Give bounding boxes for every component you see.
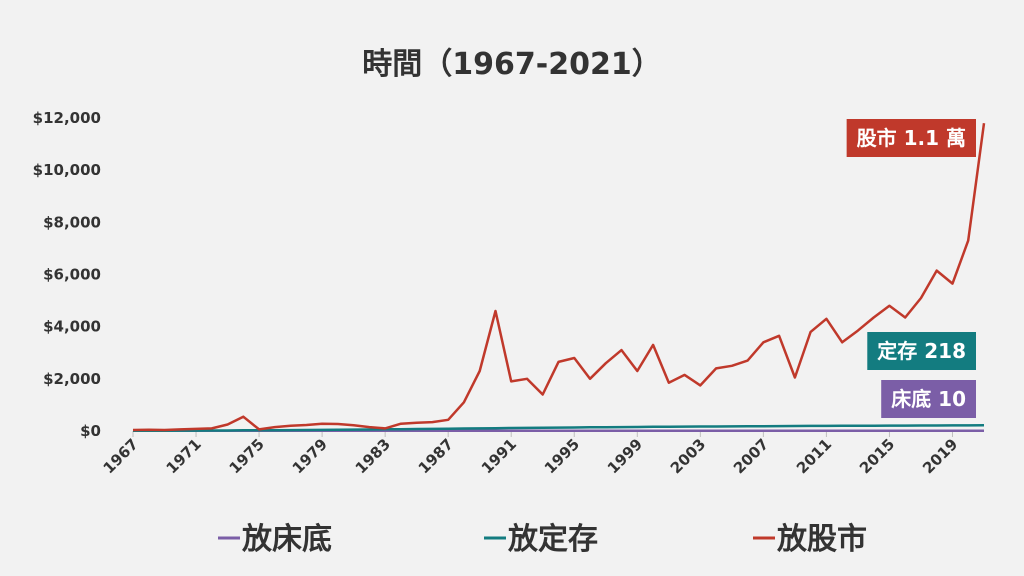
x-tick-label: 2015 (856, 435, 898, 477)
x-tick-label: 1979 (289, 435, 331, 477)
x-tick-label: 2007 (730, 435, 772, 477)
series-lines (132, 123, 986, 432)
callout-box (867, 332, 976, 370)
series-callout: 定存 218 (867, 332, 976, 370)
x-tick-label: 2003 (667, 435, 709, 477)
y-tick-label: $6,000 (43, 266, 101, 284)
x-tick-label: 2011 (793, 435, 835, 477)
x-tick-label: 2019 (919, 435, 961, 477)
y-tick-label: $12,000 (33, 109, 101, 127)
x-tick-label: 1983 (352, 435, 394, 477)
series-callout: 股市 1.1 萬 (846, 119, 976, 157)
series-callout: 床底 10 (881, 380, 976, 418)
y-tick-label: $0 (80, 422, 101, 440)
x-tick-label: 1967 (100, 435, 142, 477)
x-tick-label: 1975 (226, 435, 268, 477)
legend-label: 放股市 (776, 522, 867, 557)
x-tick-label: 1971 (163, 435, 205, 477)
x-tick-label: 1991 (478, 435, 520, 477)
x-tick-label: 1999 (604, 435, 646, 477)
x-tick-label: 1995 (541, 435, 583, 477)
y-tick-label: $2,000 (43, 370, 101, 388)
legend-item: 放定存 (484, 522, 598, 557)
callout-label: 股市 1.1 萬 (857, 126, 966, 150)
series-line (132, 123, 986, 432)
legend-item: 放床底 (218, 522, 332, 557)
callouts: 股市 1.1 萬定存 218 床底 10 (846, 119, 976, 418)
legend-label: 放定存 (507, 522, 598, 557)
x-axis: 1967 1971 1975 1979 1983 1987 1991 1995 1999 2003… (100, 431, 961, 477)
x-tick-label: 1987 (415, 435, 457, 477)
y-tick-label: $8,000 (43, 213, 101, 231)
legend-item: 放股市 (753, 522, 867, 557)
legend: 放床底 放定存 放股市 (218, 522, 867, 557)
series-line (133, 424, 985, 432)
y-tick-label: $4,000 (43, 318, 101, 336)
callout-box (881, 380, 976, 418)
y-tick-label: $10,000 (33, 161, 101, 179)
legend-label: 放床底 (241, 522, 332, 557)
chart-title: 時間（1967-2021） (362, 47, 661, 82)
callout-label: 床底 10 (891, 387, 966, 411)
y-axis: $0 $2,000 $4,000 $6,000 $8,000 $10,000 $12,000 (33, 109, 101, 440)
callout-label: 定存 218 (877, 339, 966, 363)
callout-box (846, 119, 976, 157)
